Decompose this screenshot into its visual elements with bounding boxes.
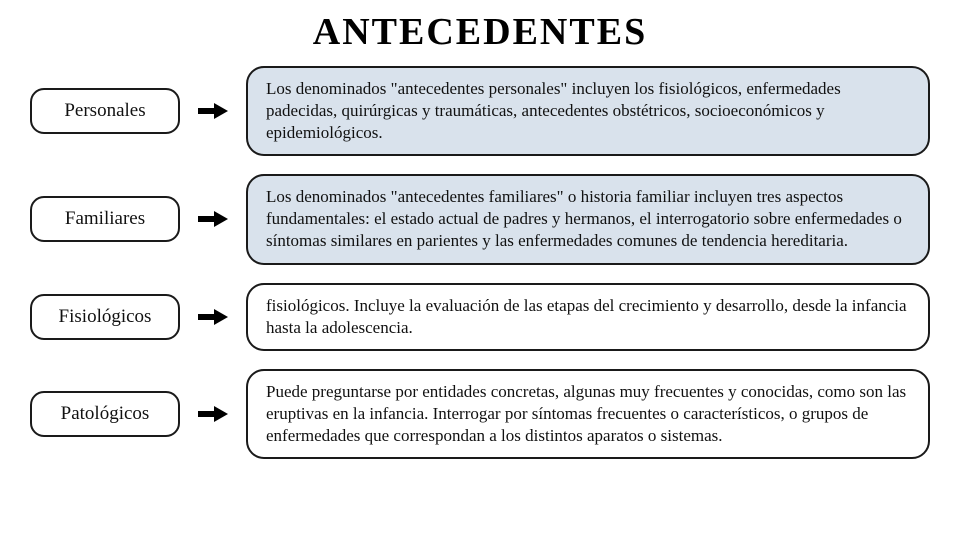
label-patologicos: Patológicos [30, 391, 180, 437]
row-familiares: Familiares Los denominados "antecedentes… [30, 174, 930, 264]
label-personales: Personales [30, 88, 180, 134]
arrow-icon [198, 307, 228, 327]
page: ANTECEDENTES Personales Los denominados … [0, 0, 960, 540]
arrow-icon [198, 101, 228, 121]
arrow-icon [198, 209, 228, 229]
page-title: ANTECEDENTES [30, 10, 930, 54]
desc-fisiologicos: fisiológicos. Incluye la evaluación de l… [246, 283, 930, 351]
label-familiares: Familiares [30, 196, 180, 242]
row-personales: Personales Los denominados "antecedentes… [30, 66, 930, 156]
rows-container: Personales Los denominados "antecedentes… [30, 66, 930, 520]
desc-familiares: Los denominados "antecedentes familiares… [246, 174, 930, 264]
row-patologicos: Patológicos Puede preguntarse por entida… [30, 369, 930, 459]
arrow-icon [198, 404, 228, 424]
desc-patologicos: Puede preguntarse por entidades concreta… [246, 369, 930, 459]
desc-personales: Los denominados "antecedentes personales… [246, 66, 930, 156]
row-fisiologicos: Fisiológicos fisiológicos. Incluye la ev… [30, 283, 930, 351]
label-fisiologicos: Fisiológicos [30, 294, 180, 340]
